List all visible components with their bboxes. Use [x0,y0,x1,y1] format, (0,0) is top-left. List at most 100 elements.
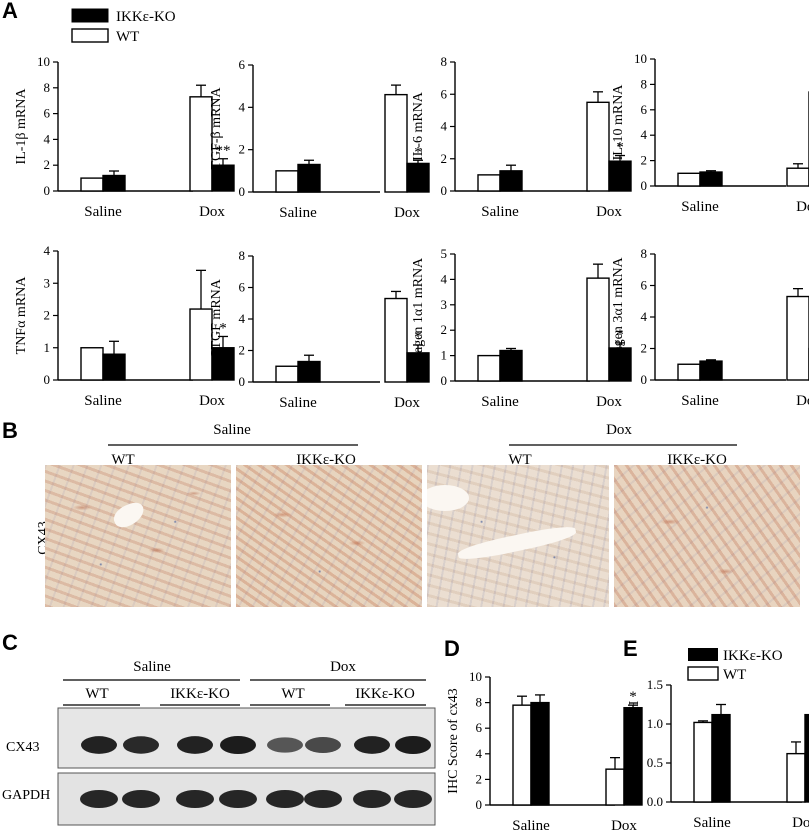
y-tick-label: 0.5 [647,755,663,770]
blot-row-label-gapdh: GAPDH [2,788,51,803]
legend-wt-label: WT [116,29,139,45]
y-tick-label: 2 [641,341,648,356]
y-tick-label: 4 [441,119,448,134]
y-tick-label: 0 [239,374,246,389]
y-tick-label: 3 [44,275,51,290]
bar-ko [804,713,809,803]
histology-headers: Saline Dox WT IKKε-KO WT IKKε-KO [108,422,737,468]
blot-band-gapdh [80,790,118,808]
y-tick-label: 1.0 [647,716,663,731]
y-axis-label: CX43/GAPDH [627,701,642,787]
significance-mark: * [629,689,637,705]
y-axis-label: CTGF mRNA [209,278,224,359]
y-axis-label: IHC Score of cx43 [446,688,461,793]
panel-letter-a: A [2,0,18,23]
y-tick-label: 4 [476,746,483,761]
legend-e: IKKε-KO WT [687,648,783,683]
x-tick-label: Saline [681,199,719,215]
y-tick-label: 1 [441,348,448,363]
legend-e-ko-swatch [688,648,718,661]
blot-band-cx43 [177,736,213,754]
blot-band-cx43 [267,737,303,753]
y-tick-label: 0 [239,184,246,199]
y-axis-label: TGF-β mRNA [209,87,224,170]
x-tick-label: Saline [481,394,519,410]
x-tick-label: Dox [796,393,809,409]
blot-band-cx43 [220,736,256,754]
x-tick-label: Dox [596,204,622,220]
y-tick-label: 3 [441,297,448,312]
y-tick-label: 2 [641,153,648,168]
histology-group-dox: Dox [606,422,632,438]
significance-mark: * [219,320,227,336]
x-tick-label: Saline [681,393,719,409]
y-tick-label: 2 [441,151,448,166]
y-tick-label: 8 [441,54,448,69]
y-tick-label: 2 [44,157,51,172]
x-tick-label: Dox [394,395,420,411]
y-tick-label: 8 [44,80,51,95]
y-axis-label: IL-6 mRNA [411,91,426,161]
y-tick-label: 4 [44,243,51,258]
blot-band-gapdh [394,790,432,808]
y-tick-label: 4 [641,127,648,142]
legend-e-wt-label: WT [723,667,746,683]
legend-wt-swatch [71,28,109,43]
legend-ko-swatch [71,8,109,23]
blot-headers: Saline Dox WT IKKε-KO WT IKKε-KO [63,659,426,706]
y-tick-label: 10 [469,669,482,684]
significance-mark: ** [216,143,231,159]
histology-label-1: WT [111,452,134,468]
blot-membranes [57,707,436,826]
y-tick-label: 1 [44,340,51,355]
blot-row-label-cx43: CX43 [6,740,40,755]
y-tick-label: 0 [641,372,648,387]
y-tick-label: 0 [44,183,51,198]
y-tick-label: 0 [441,373,448,388]
y-tick-label: 2 [239,142,246,157]
bar-wt [786,752,806,803]
histology-image-saline-ko [236,465,422,607]
histology-label-3: WT [508,452,531,468]
panel-letter-b: B [2,418,18,443]
y-tick-label: 4 [239,311,246,326]
x-tick-label: Dox [596,394,622,410]
y-tick-label: 2 [441,322,448,337]
blot-label-3: WT [281,686,304,702]
y-tick-label: 6 [476,720,483,735]
blot-band-cx43 [395,736,431,754]
significance-mark: * [616,327,624,343]
histology-vessel [110,499,148,531]
blot-label-1: WT [85,686,108,702]
y-axis-label: TNFα mRNA [14,276,29,355]
blot-group-saline: Saline [133,659,171,675]
blot-label-4: IKKε-KO [355,686,415,702]
histology-tear-2 [427,485,469,511]
blot-band-cx43 [81,736,117,754]
y-tick-label: 2 [239,343,246,358]
x-tick-label: Saline [481,204,519,220]
blot-band-cx43 [123,736,159,754]
significance-mark: * [414,144,422,160]
y-tick-label: 0 [476,797,483,812]
panel-letter-e: E [623,636,638,661]
y-tick-label: 1.5 [647,677,663,692]
histology-group-saline: Saline [213,422,251,438]
y-axis-label: IL-10 mRNA [611,84,626,161]
y-tick-label: 6 [441,86,448,101]
y-axis-label: Collagen 3α1 mRNA [611,256,626,376]
bar-ko [711,713,731,803]
y-tick-label: 4 [239,99,246,114]
x-tick-label: Saline [84,393,122,409]
y-tick-label: 4 [641,309,648,324]
x-tick-label: Saline [84,204,122,220]
y-tick-label: 0 [44,372,51,387]
blot-band-gapdh [219,790,257,808]
y-tick-label: 8 [239,248,246,263]
x-tick-label: Saline [693,815,731,831]
